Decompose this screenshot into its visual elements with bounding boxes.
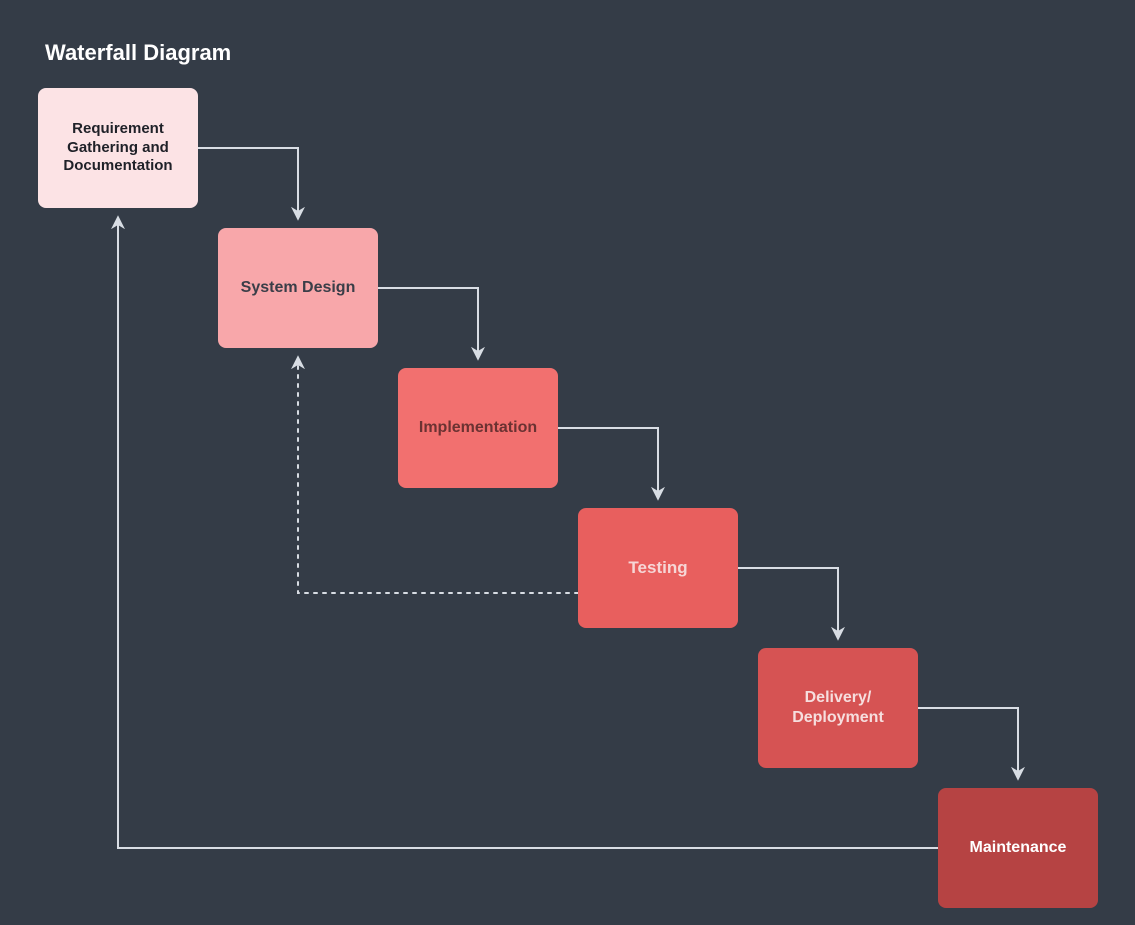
node-deploy: Delivery/Deployment [758,648,918,768]
diagram-title: Waterfall Diagram [45,40,231,66]
node-maint: Maintenance [938,788,1098,908]
node-test: Testing [578,508,738,628]
node-design: System Design [218,228,378,348]
node-req: Requirement Gathering and Documentation [38,88,198,208]
node-impl: Implementation [398,368,558,488]
node-label: Delivery/Deployment [792,688,884,728]
edge-e4 [738,568,838,638]
node-label: Maintenance [970,838,1067,858]
node-label: Testing [628,557,687,578]
node-label: Implementation [419,418,537,438]
node-label: Requirement Gathering and Documentation [46,120,190,176]
edge-e5 [918,708,1018,778]
edge-e1 [198,148,298,218]
edge-e2 [378,288,478,358]
edge-e3 [558,428,658,498]
node-label: System Design [241,278,356,298]
diagram-canvas: Waterfall Diagram Requirement Gathering … [0,0,1135,925]
